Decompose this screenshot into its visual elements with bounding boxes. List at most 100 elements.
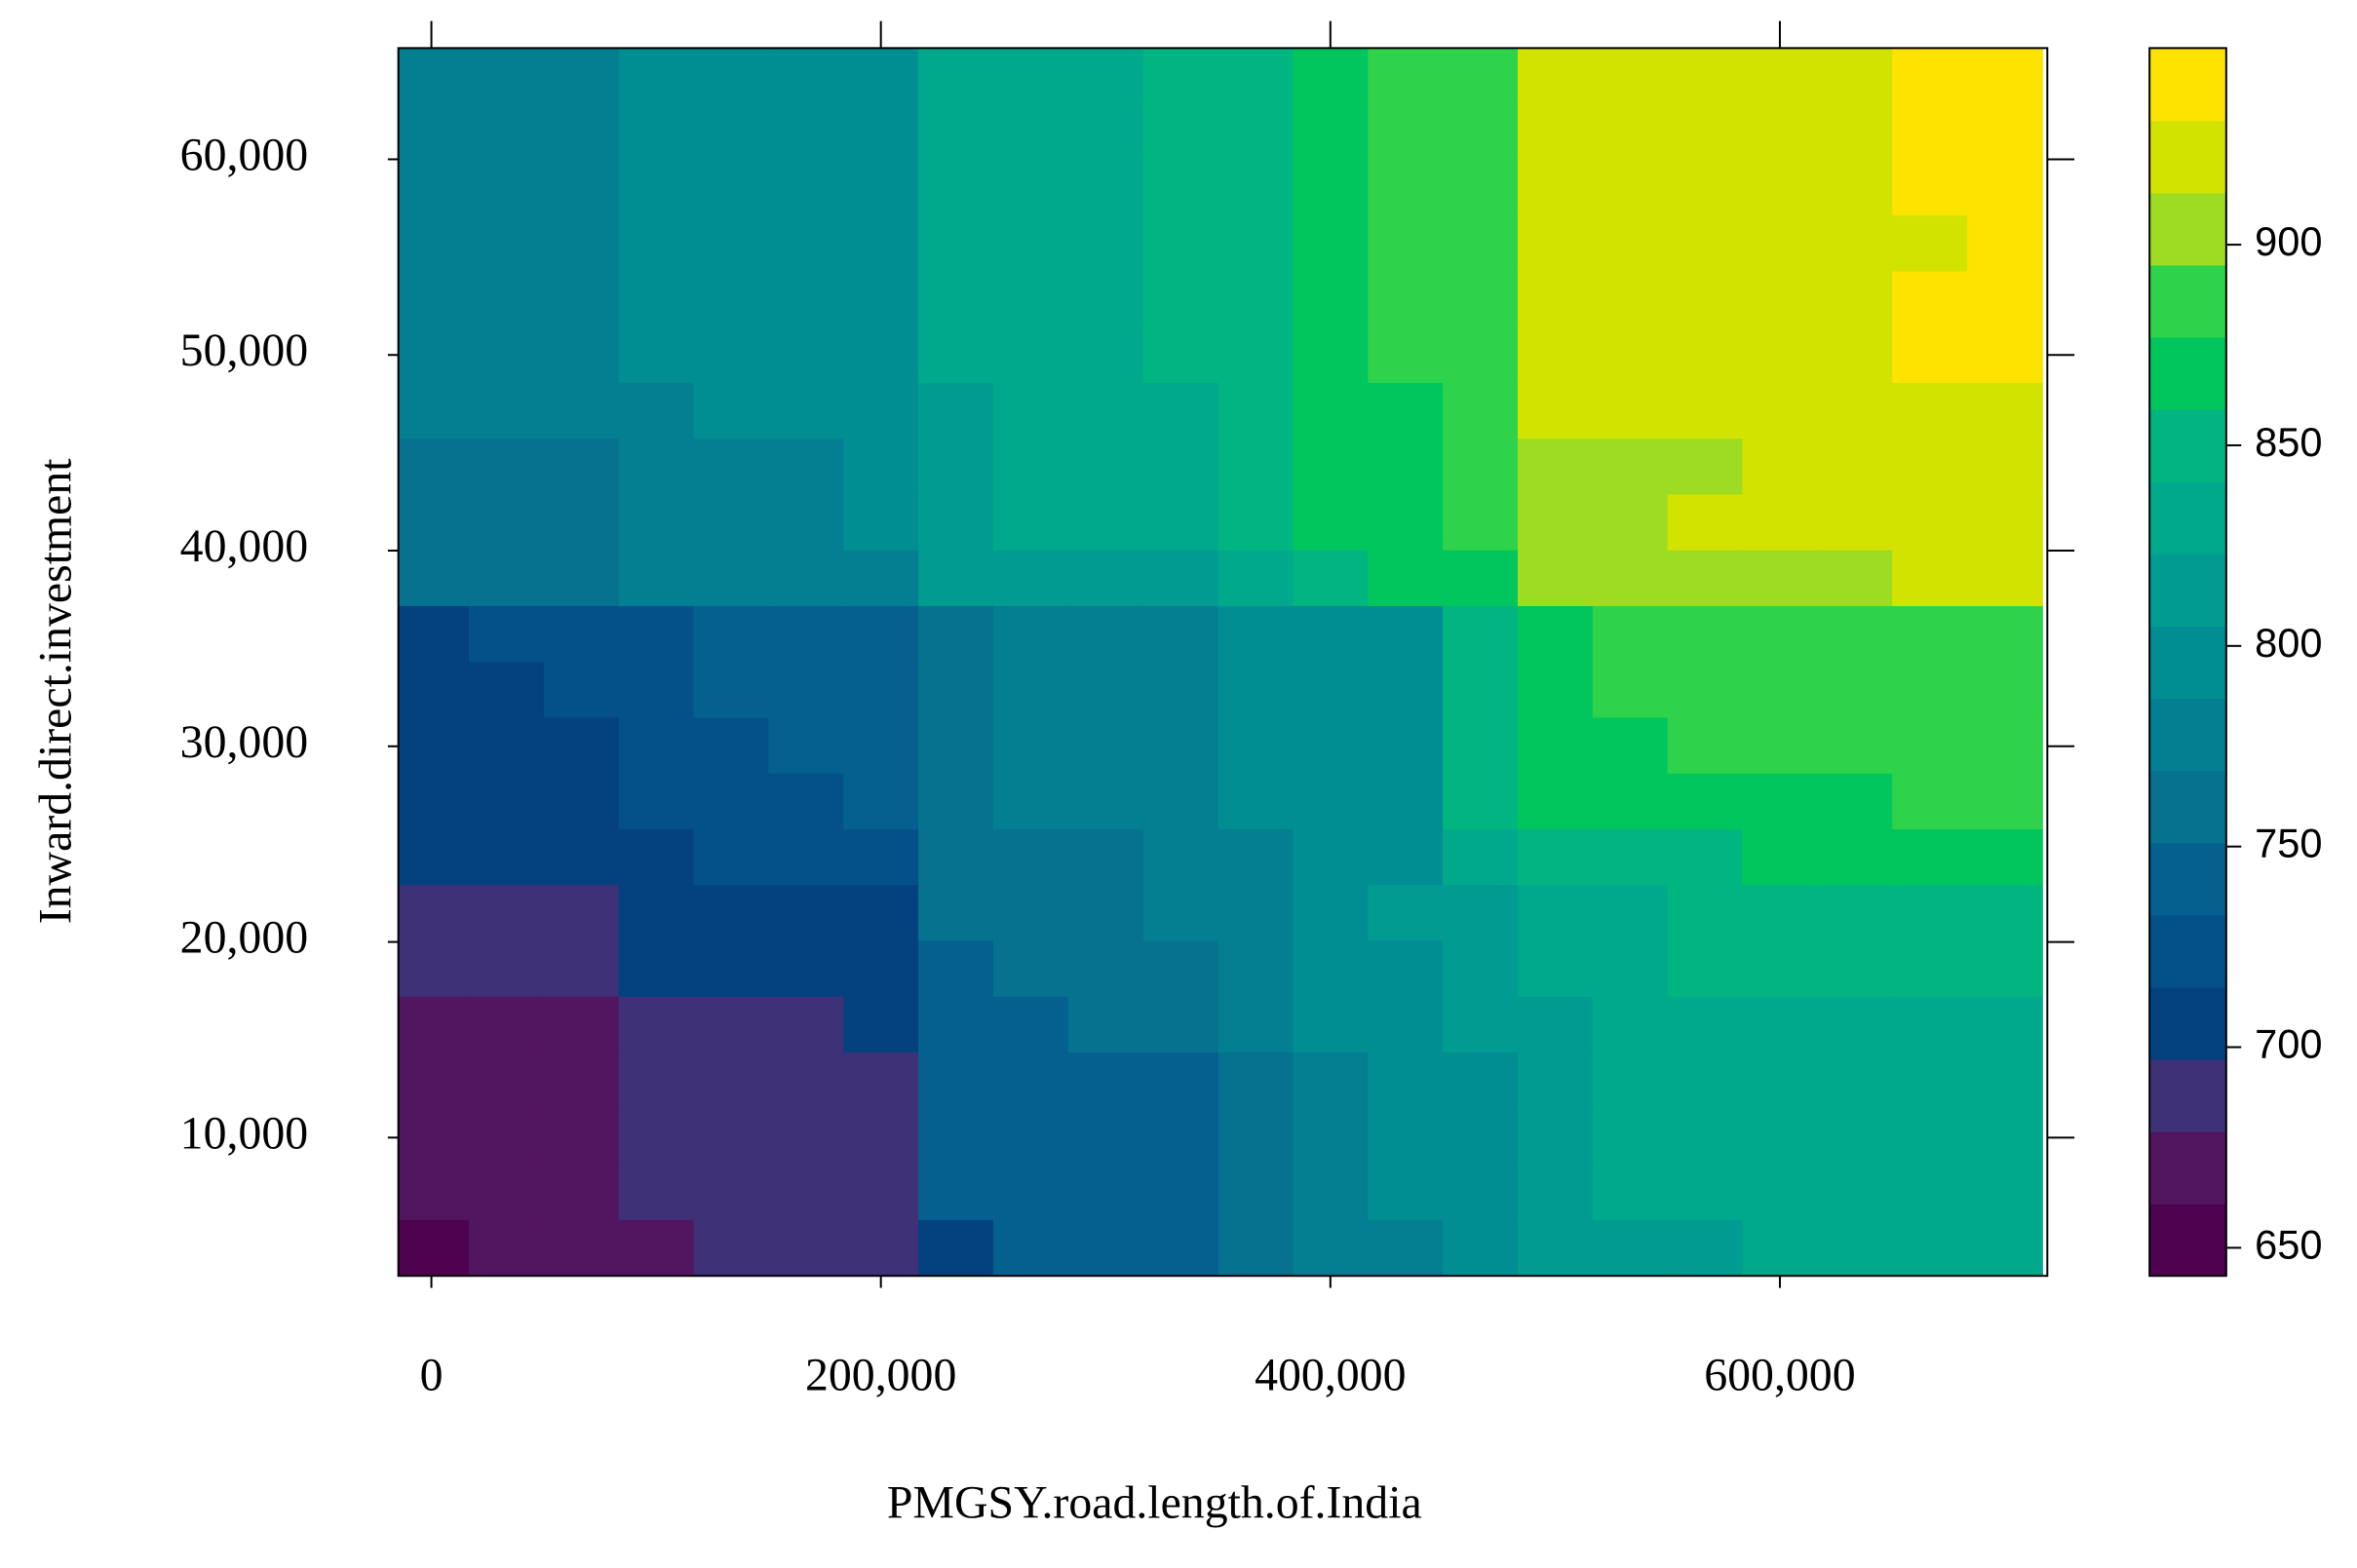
heatmap-cell <box>1517 829 1594 887</box>
heatmap-cell <box>1217 159 1294 217</box>
heatmap-cell <box>1293 439 1370 496</box>
heatmap-cell <box>1217 1219 1294 1277</box>
heatmap-cell <box>1067 382 1144 440</box>
heatmap-cell <box>768 382 845 440</box>
heatmap-cell <box>992 1164 1069 1221</box>
heatmap-cell <box>768 215 845 273</box>
heatmap-cell <box>398 550 470 607</box>
heatmap-cell <box>1067 439 1144 496</box>
heatmap-cell <box>1368 103 1445 161</box>
heatmap-cell <box>1368 717 1445 775</box>
heatmap-cell <box>843 326 920 384</box>
heatmap-cell <box>1817 996 1894 1053</box>
heatmap-cell <box>468 996 545 1053</box>
heatmap-cell <box>1667 1164 1744 1221</box>
color-key-band <box>2149 1204 2226 1277</box>
heatmap-cell <box>1817 326 1894 384</box>
heatmap-cell <box>468 605 545 664</box>
heatmap-cell <box>618 773 695 830</box>
heatmap-cell <box>843 1164 920 1221</box>
heatmap-cell <box>918 996 994 1053</box>
heatmap-cell <box>1742 662 1819 719</box>
heatmap-cell <box>1967 494 2043 552</box>
heatmap-cell <box>843 605 920 664</box>
color-key-band <box>2149 626 2226 700</box>
heatmap-cell <box>1742 271 1819 328</box>
heatmap-cell <box>1443 1219 1519 1277</box>
heatmap-cell <box>1817 605 1894 664</box>
heatmap-cell <box>992 1108 1069 1166</box>
heatmap-cell <box>1217 382 1294 440</box>
heatmap-cell <box>1443 48 1519 105</box>
heatmap-cell <box>1667 717 1744 775</box>
heatmap-cell <box>398 717 470 775</box>
heatmap-cell <box>1742 605 1819 664</box>
heatmap-cell <box>992 605 1069 664</box>
heatmap-cell <box>398 773 470 830</box>
color-key-band <box>2149 120 2226 194</box>
heatmap-cell <box>1067 1219 1144 1277</box>
heatmap-cell <box>843 48 920 105</box>
heatmap-cell <box>1592 159 1669 217</box>
heatmap-cell <box>1142 773 1219 830</box>
heatmap-cell <box>1592 382 1669 440</box>
heatmap-cell <box>468 103 545 161</box>
heatmap-cell <box>843 550 920 607</box>
heatmap-cell <box>1368 1164 1445 1221</box>
heatmap-cell <box>1293 215 1370 273</box>
heatmap-cell <box>1742 103 1819 161</box>
heatmap-cell <box>1892 662 1969 719</box>
heatmap-cell <box>1142 717 1219 775</box>
heatmap-cell <box>1443 103 1519 161</box>
heatmap-cell <box>992 829 1069 887</box>
heatmap-cell <box>1517 605 1594 664</box>
heatmap-cell <box>1217 1108 1294 1166</box>
heatmap-cell <box>693 773 770 830</box>
heatmap-cell <box>768 1164 845 1221</box>
heatmap-cell <box>1592 494 1669 552</box>
heatmap-cell <box>1443 662 1519 719</box>
heatmap-cell <box>1517 271 1594 328</box>
heatmap-cell <box>543 326 620 384</box>
heatmap-cell <box>1368 885 1445 942</box>
heatmap-cell <box>992 48 1069 105</box>
heatmap-cell <box>1217 1164 1294 1221</box>
heatmap-cell <box>1592 885 1669 942</box>
heatmap-cell <box>1217 48 1294 105</box>
heatmap-cell <box>1667 829 1744 887</box>
heatmap-cell <box>693 382 770 440</box>
heatmap-cell <box>1967 662 2043 719</box>
heatmap-cell <box>992 1052 1069 1110</box>
heatmap-cell <box>1217 829 1294 887</box>
heatmap-cell <box>693 215 770 273</box>
heatmap-cell <box>1368 940 1445 998</box>
heatmap-cell <box>1443 605 1519 664</box>
color-key-band <box>2149 481 2226 555</box>
heatmap-cell <box>1967 996 2043 1053</box>
color-key-band <box>2149 842 2226 916</box>
heatmap-cell <box>1892 215 1969 273</box>
heatmap-cell <box>1892 271 1969 328</box>
heatmap-cell <box>1067 829 1144 887</box>
heatmap-cell <box>1742 48 1819 105</box>
heatmap-cell <box>1742 494 1819 552</box>
heatmap-cell <box>693 829 770 887</box>
heatmap-cell <box>1293 1164 1370 1221</box>
heatmap-cell <box>843 439 920 496</box>
heatmap-cell <box>693 1164 770 1221</box>
heatmap-cell <box>1368 1052 1445 1110</box>
heatmap-cell <box>843 271 920 328</box>
heatmap-cell <box>1443 773 1519 830</box>
heatmap-cell <box>1892 940 1969 998</box>
heatmap-cell <box>1817 550 1894 607</box>
heatmap-cell <box>843 773 920 830</box>
color-key-label: 900 <box>2255 218 2322 264</box>
heatmap-cell <box>468 550 545 607</box>
heatmap-cell <box>1142 1108 1219 1166</box>
heatmap-cell <box>1817 662 1894 719</box>
heatmap-cells <box>398 48 2043 1277</box>
heatmap-cell <box>918 494 994 552</box>
heatmap-cell <box>992 717 1069 775</box>
heatmap-cell <box>1667 885 1744 942</box>
heatmap-cell <box>618 829 695 887</box>
